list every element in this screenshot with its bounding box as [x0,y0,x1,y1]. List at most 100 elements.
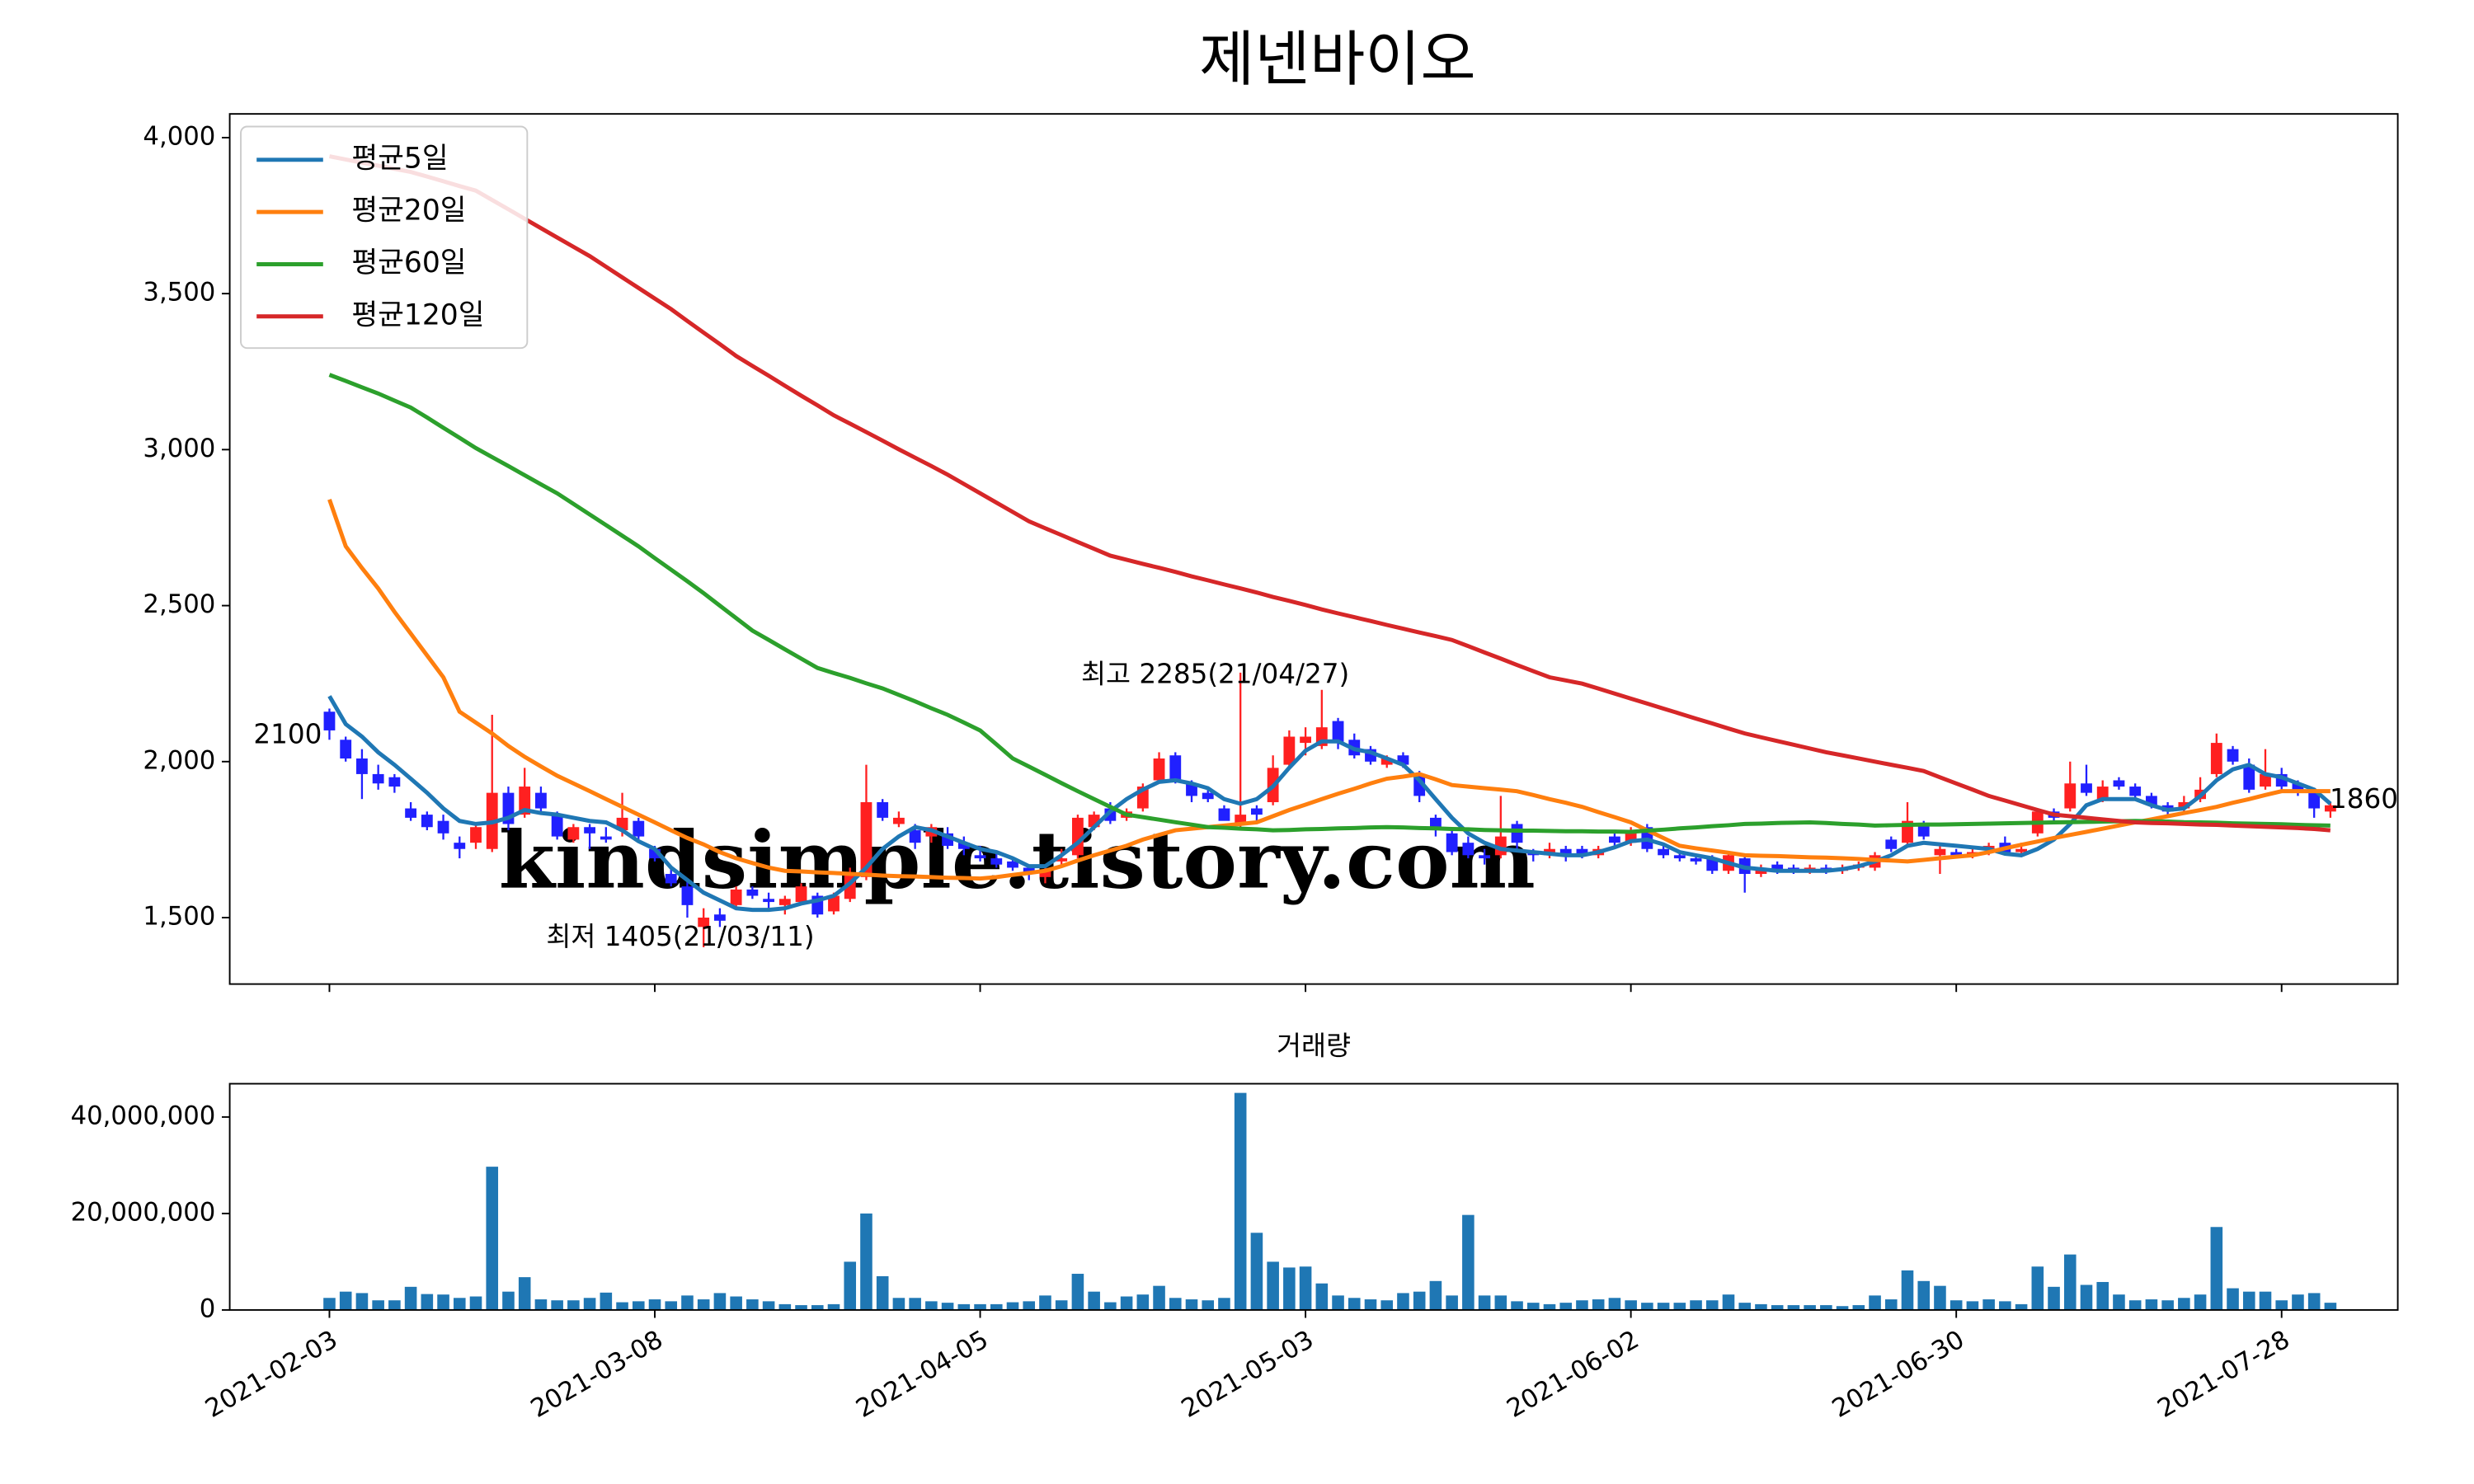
volume-bar [2015,1303,2028,1310]
candle-body [2308,792,2321,809]
volume-bar [876,1275,889,1310]
volume-bar [1820,1305,1832,1310]
volume-bar [2259,1291,2272,1310]
volume-bar [632,1301,645,1310]
volume-bar [1023,1301,1036,1310]
volume-bar [1771,1305,1784,1310]
volume-bar [1917,1280,1931,1310]
candle-body [990,858,1003,865]
moving-average-line [328,154,2331,833]
candle-body [1950,852,1963,856]
moving-average-line [327,499,2331,881]
candle-body [2145,796,2157,805]
candle-body [1153,758,1165,781]
volume-bar [388,1300,401,1310]
volume-bar [1169,1298,1182,1310]
volume-bar [1071,1274,1084,1310]
volume-bar [778,1303,792,1310]
candle-body [372,773,384,784]
volume-bar [1153,1285,1165,1310]
volume-bar [974,1303,986,1310]
volume-bar [486,1167,499,1310]
volume-bar [1315,1283,1329,1310]
candle-body [1186,783,1197,796]
y-tick-label: 3,500 [143,279,215,308]
candle-body [437,820,449,834]
candle-body [551,815,563,837]
candle-body [633,820,645,837]
volume-bar [534,1299,548,1310]
candle-body [2096,787,2109,800]
volume-bar [1657,1303,1670,1310]
candle-body [1169,755,1182,781]
candle-body [698,917,710,928]
candle-body [1658,848,1669,856]
candle-body [388,777,401,787]
volume-bar [339,1291,352,1310]
volume-bar [925,1301,938,1310]
volume-bar [1429,1280,1442,1310]
volume-bar [1120,1296,1133,1310]
volume-bar [2307,1293,2321,1310]
candle-body [795,886,807,903]
candle-body [763,899,775,903]
volume-bar [1738,1303,1752,1310]
candle-body [1023,867,1035,875]
candle-body [1673,855,1686,859]
volume-bar [697,1299,710,1310]
volume-bar [1982,1299,1995,1310]
candle-body [1235,815,1247,824]
volume-bar [469,1296,482,1310]
candle-body [340,740,352,758]
candle-body [2260,773,2271,787]
y-tick-label: 2,000 [143,746,215,775]
candle-body [2227,749,2239,762]
candle-body [1934,848,1946,856]
volume-bar [2145,1299,2158,1310]
volume-bar [1966,1301,1979,1310]
volume-bar [1576,1300,1588,1310]
volume-bar [1218,1298,1230,1310]
volume-bar [1397,1293,1409,1310]
candle-body [1885,839,1898,849]
volume-bar [2275,1300,2288,1310]
candle-body [421,815,433,828]
volume-bar [2063,1254,2077,1310]
volume-bar [1755,1303,1767,1310]
volume-bar [1136,1294,1150,1310]
volume-bar [1999,1301,2011,1310]
candle-body [2015,848,2027,852]
candle-body [860,801,872,877]
volume-bar [1299,1266,1312,1310]
candle-body [470,827,482,843]
candle-body [877,801,889,818]
candle-body [1283,736,1296,765]
volume-bar [502,1291,515,1310]
volume-bar [730,1296,742,1310]
volume-bar [1673,1303,1686,1310]
volume-bar [2324,1303,2337,1310]
volume-bar [1901,1270,1914,1310]
legend-label: 평균120일 [351,298,484,331]
volume-bar [746,1299,759,1310]
candle-body [454,843,466,849]
annotation: 1860 [2330,783,2398,815]
candle-body [2178,801,2190,809]
volume-bar [1852,1305,1865,1310]
volume-bar [1608,1298,1621,1310]
candle-body [746,889,759,896]
volume-bar [1185,1299,1198,1310]
annotation: 최고 2285(21/04/27) [1081,658,1349,689]
y-tick-label: 1,500 [143,902,215,931]
y-tick-label: 0 [200,1294,216,1323]
volume-bar [1592,1299,1605,1310]
volume-bar [1559,1303,1573,1310]
volume-bar [713,1293,727,1310]
volume-bar [1006,1302,1019,1310]
volume-bar [1104,1302,1117,1310]
candle-body [584,827,596,834]
volume-bar [372,1300,384,1310]
legend-label: 평균60일 [351,247,466,279]
y-tick-label: 40,000,000 [71,1101,216,1130]
